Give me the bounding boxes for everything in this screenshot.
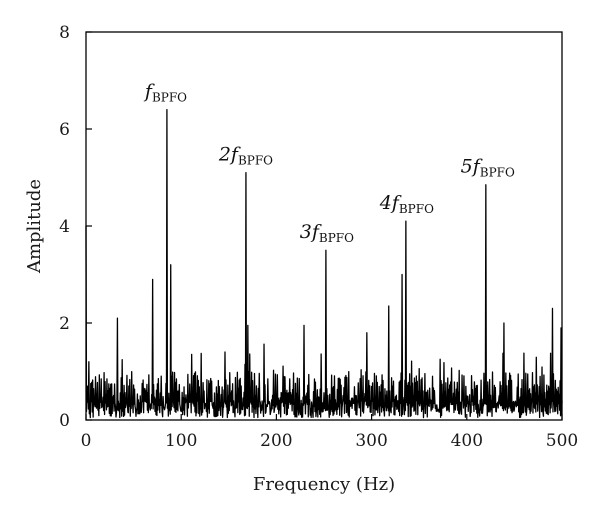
y-tick-label: 8: [59, 23, 70, 43]
y-axis-ticks: 0 2 4 6 8: [59, 23, 92, 431]
harmonic-label: 3fBPFO: [300, 221, 354, 245]
harmonic-label: 2fBPFO: [218, 144, 273, 168]
x-tick-label: 300: [355, 431, 387, 451]
x-tick-label: 0: [81, 431, 92, 451]
y-tick-label: 6: [59, 120, 70, 140]
harmonic-label: fBPFO: [143, 80, 187, 104]
y-tick-label: 4: [59, 217, 70, 237]
x-tick-label: 100: [165, 431, 197, 451]
y-tick-label: 0: [59, 411, 70, 431]
y-tick-label: 2: [59, 314, 70, 334]
x-axis-title: Frequency (Hz): [253, 474, 395, 495]
spectrum-line: [85, 108, 563, 419]
harmonic-annotations: fBPFO 2fBPFO 3fBPFO 4fBPFO 5fBPFO: [143, 80, 515, 245]
x-tick-label: 200: [260, 431, 292, 451]
harmonic-label: 4fBPFO: [379, 192, 434, 216]
x-tick-label: 500: [546, 431, 578, 451]
x-axis-ticks: 0 100 200 300 400 500: [81, 414, 578, 451]
x-tick-label: 400: [451, 431, 483, 451]
harmonic-label: 5fBPFO: [461, 156, 515, 180]
y-axis-title: Amplitude: [24, 179, 45, 274]
